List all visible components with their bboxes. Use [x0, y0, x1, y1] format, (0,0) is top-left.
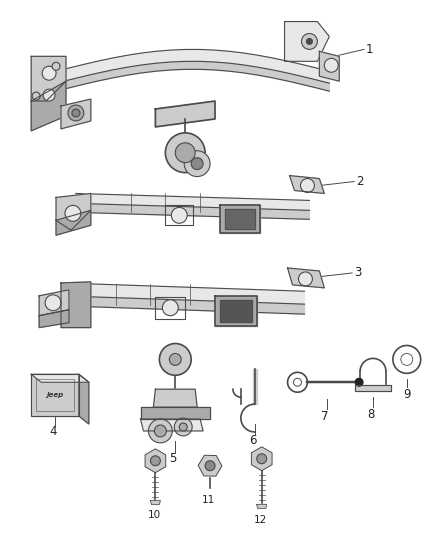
Polygon shape: [61, 283, 304, 304]
Circle shape: [43, 89, 55, 101]
Polygon shape: [253, 369, 257, 404]
Circle shape: [52, 62, 60, 70]
Polygon shape: [155, 101, 215, 127]
Circle shape: [165, 133, 205, 173]
Text: 6: 6: [249, 434, 256, 447]
Polygon shape: [141, 407, 210, 419]
Polygon shape: [61, 282, 91, 328]
Circle shape: [72, 109, 80, 117]
Polygon shape: [31, 56, 66, 101]
Polygon shape: [31, 374, 79, 416]
Polygon shape: [76, 193, 309, 211]
Text: 3: 3: [354, 266, 361, 279]
Text: 1: 1: [366, 43, 374, 56]
Circle shape: [32, 92, 40, 100]
Text: 8: 8: [367, 408, 374, 421]
Circle shape: [307, 38, 312, 44]
Circle shape: [355, 378, 363, 386]
Circle shape: [298, 272, 312, 286]
Polygon shape: [150, 500, 160, 504]
Polygon shape: [288, 268, 324, 288]
Text: 12: 12: [254, 515, 267, 526]
Circle shape: [162, 300, 178, 316]
Circle shape: [68, 105, 84, 121]
Circle shape: [179, 423, 187, 431]
Circle shape: [175, 143, 195, 163]
Polygon shape: [319, 51, 339, 81]
Polygon shape: [39, 290, 69, 316]
Circle shape: [191, 158, 203, 169]
Polygon shape: [141, 419, 203, 431]
Circle shape: [150, 456, 160, 466]
Circle shape: [257, 454, 267, 464]
Circle shape: [148, 419, 172, 443]
Polygon shape: [56, 50, 329, 83]
Text: 4: 4: [49, 425, 57, 439]
Circle shape: [155, 425, 166, 437]
Polygon shape: [61, 296, 304, 314]
Polygon shape: [153, 389, 197, 407]
Polygon shape: [355, 385, 391, 391]
Polygon shape: [56, 61, 329, 91]
Circle shape: [42, 66, 56, 80]
Text: 5: 5: [170, 453, 177, 465]
Polygon shape: [220, 205, 260, 233]
Text: 7: 7: [321, 409, 329, 423]
Polygon shape: [56, 211, 91, 235]
Circle shape: [324, 58, 338, 72]
Polygon shape: [220, 300, 252, 321]
Polygon shape: [39, 310, 69, 328]
Circle shape: [184, 151, 210, 176]
Polygon shape: [76, 204, 309, 219]
Circle shape: [159, 343, 191, 375]
Polygon shape: [215, 296, 257, 326]
Polygon shape: [31, 81, 66, 131]
Polygon shape: [225, 209, 255, 229]
Polygon shape: [285, 21, 329, 61]
Text: 11: 11: [202, 495, 215, 505]
Polygon shape: [31, 374, 89, 382]
Polygon shape: [61, 99, 91, 129]
Polygon shape: [79, 374, 89, 424]
Circle shape: [65, 205, 81, 221]
Circle shape: [171, 207, 187, 223]
Polygon shape: [56, 193, 91, 230]
Circle shape: [300, 179, 314, 192]
Circle shape: [45, 295, 61, 311]
Circle shape: [174, 418, 192, 436]
Polygon shape: [290, 175, 324, 193]
Text: 10: 10: [148, 511, 161, 520]
Circle shape: [205, 461, 215, 471]
Polygon shape: [257, 504, 267, 508]
Circle shape: [301, 34, 318, 50]
Text: Jeep: Jeep: [46, 392, 64, 398]
Text: 2: 2: [356, 175, 364, 188]
Circle shape: [170, 353, 181, 365]
Text: 9: 9: [403, 387, 410, 401]
